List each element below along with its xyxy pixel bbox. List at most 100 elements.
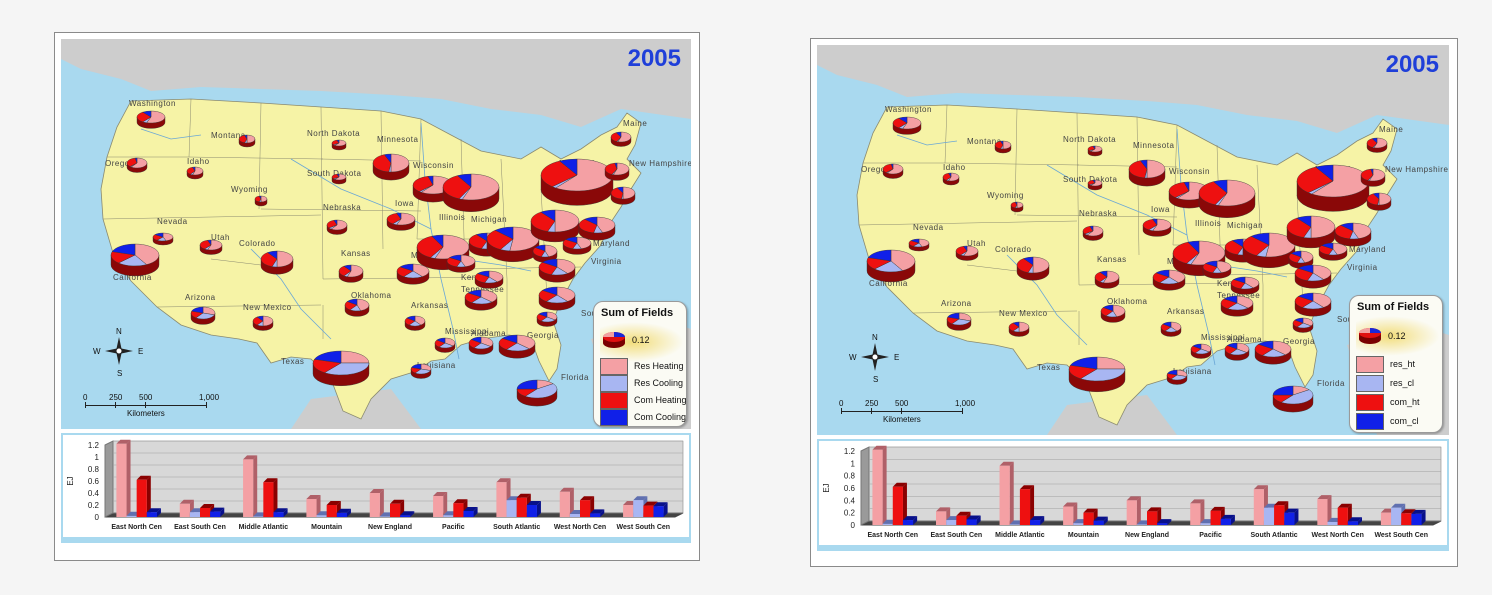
pie-symbol: [1294, 292, 1332, 317]
bar: [1263, 507, 1275, 525]
map-panel-2: 2005 Washington Montana North Dakota Minnes…: [810, 38, 1458, 567]
bar-side: [146, 475, 151, 517]
bar-side: [976, 515, 981, 525]
bar-side: [443, 492, 448, 517]
bar: [263, 482, 274, 517]
state-label: Wisconsin: [1169, 167, 1210, 176]
bar-side: [1421, 509, 1426, 525]
pie-symbol: [238, 134, 256, 148]
pie-symbol: [1008, 321, 1030, 337]
pie-slice: [886, 163, 904, 175]
pie-slice: [1016, 201, 1024, 209]
pie-slice: [356, 298, 370, 311]
state-label: Colorado: [995, 245, 1032, 254]
pie-slice: [1086, 225, 1104, 237]
pie-slice: [1172, 241, 1200, 264]
state-label: Mississippi: [1201, 333, 1246, 342]
pie-slice: [416, 235, 444, 258]
pie-slice: [902, 116, 922, 130]
pie-slice: [554, 209, 580, 233]
pie-slice: [474, 273, 490, 283]
pie-slice: [343, 264, 352, 272]
pie-slice: [470, 336, 482, 344]
pie-symbol: [396, 263, 430, 285]
pie-layer-1: [110, 110, 636, 407]
pie-slice: [1236, 342, 1250, 353]
pie-slice: [399, 263, 414, 272]
bar-side: [1073, 502, 1078, 525]
bar-side: [663, 502, 668, 517]
pie-symbol: [331, 139, 347, 151]
bar: [379, 516, 390, 517]
bar-top: [369, 489, 384, 493]
pie-symbol: [199, 239, 223, 255]
bar: [253, 516, 264, 517]
pie-symbol: [1292, 317, 1314, 333]
x-tick-label: New England: [368, 524, 412, 531]
pie-slice: [446, 257, 462, 267]
us-landmass-2: [856, 104, 1398, 426]
bar-chart-2: 0 0.2 0.4 0.6 0.8 1 1.2 EJ East North Cen East So…: [822, 445, 1442, 539]
bar: [506, 500, 517, 517]
pie-slice: [1340, 222, 1354, 232]
bar-side: [913, 516, 918, 525]
state-label: Wyoming: [987, 191, 1024, 200]
bar: [956, 515, 967, 525]
bar-top: [1019, 485, 1035, 490]
state-label: Maryland: [593, 239, 630, 248]
bar-top: [935, 507, 951, 512]
pie-slice: [1244, 276, 1260, 289]
bar-top: [966, 515, 981, 520]
pie-slice: [1290, 250, 1302, 258]
state-label: Texas: [281, 357, 305, 366]
pie-slice: [541, 258, 558, 268]
state-label: Wyoming: [231, 185, 268, 194]
bar: [1380, 512, 1392, 525]
bar: [526, 505, 537, 517]
state-label: Georgia: [527, 331, 559, 340]
pie-slice: [480, 289, 498, 303]
pie-symbol: [190, 306, 216, 325]
bar-top: [496, 478, 511, 483]
pie-slice: [427, 175, 434, 186]
pie-slice: [346, 298, 358, 306]
bar: [116, 443, 127, 517]
pie-slice: [258, 195, 262, 200]
pie-symbol: [254, 195, 268, 207]
bar: [1009, 524, 1020, 525]
legend-size-pie-icon: [603, 332, 625, 348]
pie-symbol: [538, 258, 576, 283]
state-label: Virginia: [1347, 263, 1378, 272]
bar: [306, 499, 317, 517]
legend-swatch: [1356, 394, 1384, 411]
legend-swatch: [1356, 356, 1384, 373]
state-label: Virginia: [591, 257, 622, 266]
pie-slice: [947, 312, 960, 320]
state-label: Wisconsin: [413, 161, 454, 170]
pie-slice: [494, 226, 514, 240]
state-label: California: [113, 273, 152, 282]
bar-top: [1274, 501, 1289, 506]
pie-symbol: [1296, 164, 1370, 212]
bar: [872, 449, 883, 525]
pie-slice: [1231, 238, 1244, 248]
pie-slice: [244, 134, 248, 140]
pie-slice: [1321, 242, 1334, 250]
bar: [369, 493, 380, 517]
pie-slice: [130, 157, 148, 169]
scale-bar-2: 0 250 500 1,000 Kilometers: [839, 399, 989, 429]
pie-slice: [460, 254, 476, 267]
compass-s: S: [117, 369, 123, 378]
pie-symbol: [908, 238, 930, 252]
pie-slice: [154, 232, 164, 238]
pie-slice: [1300, 250, 1314, 263]
pie-slice: [516, 379, 538, 390]
pie-slice: [1168, 269, 1186, 283]
compass-rose-2: [859, 341, 891, 373]
bar-top: [643, 501, 658, 506]
legend-label: res_ht: [1390, 359, 1416, 369]
bar-top: [263, 478, 278, 483]
legend-label: Com Heating: [634, 395, 687, 405]
pie-symbol: [126, 157, 148, 173]
pie-symbol: [604, 162, 630, 181]
